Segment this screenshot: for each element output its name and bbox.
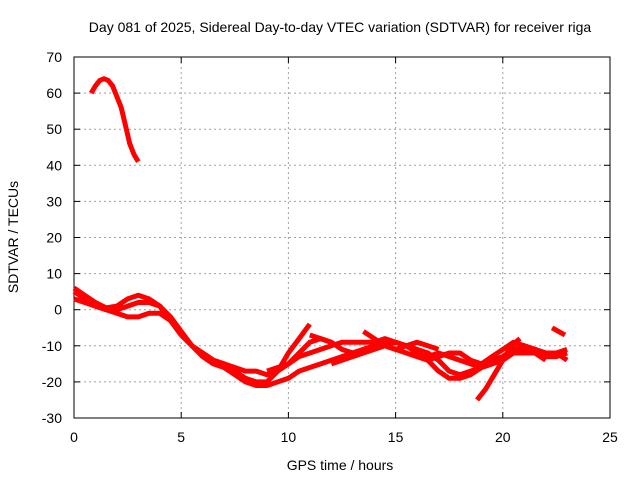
y-tick-label: 70 xyxy=(46,49,62,65)
x-tick-label: 15 xyxy=(388,429,404,445)
y-axis-label: SDTVAR / TECUs xyxy=(5,181,21,293)
x-axis-label: GPS time / hours xyxy=(287,457,394,473)
series-line-s7 xyxy=(416,339,569,367)
chart-title: Day 081 of 2025, Sidereal Day-to-day VTE… xyxy=(89,19,592,35)
series-line-s6 xyxy=(330,339,548,378)
x-tick-label: 5 xyxy=(177,429,185,445)
y-tick-label: 30 xyxy=(46,193,62,209)
x-tick-label: 20 xyxy=(495,429,511,445)
y-tick-label: 10 xyxy=(46,266,62,282)
series-line-high-arc xyxy=(89,76,141,163)
series-line-s9 xyxy=(550,325,567,338)
series-line-s8 xyxy=(475,336,522,402)
series-line-s3 xyxy=(72,289,396,388)
y-tick-label: 50 xyxy=(46,121,62,137)
y-tick-label: -10 xyxy=(42,338,62,354)
y-tick-label: -20 xyxy=(42,374,62,390)
series-line-s10 xyxy=(362,329,440,352)
axis-ticks: 0 5 10 15 20 25 -30 -20 -10 0 10 20 30 40 50 60 70 xyxy=(42,49,618,445)
y-tick-label: 20 xyxy=(46,230,62,246)
y-tick-label: 40 xyxy=(46,157,62,173)
x-tick-label: 25 xyxy=(602,429,618,445)
y-tick-label: -30 xyxy=(42,410,62,426)
x-tick-label: 0 xyxy=(70,429,78,445)
y-tick-label: 60 xyxy=(46,85,62,101)
x-tick-label: 10 xyxy=(281,429,297,445)
data-series xyxy=(72,76,569,402)
y-tick-label: 0 xyxy=(54,302,62,318)
